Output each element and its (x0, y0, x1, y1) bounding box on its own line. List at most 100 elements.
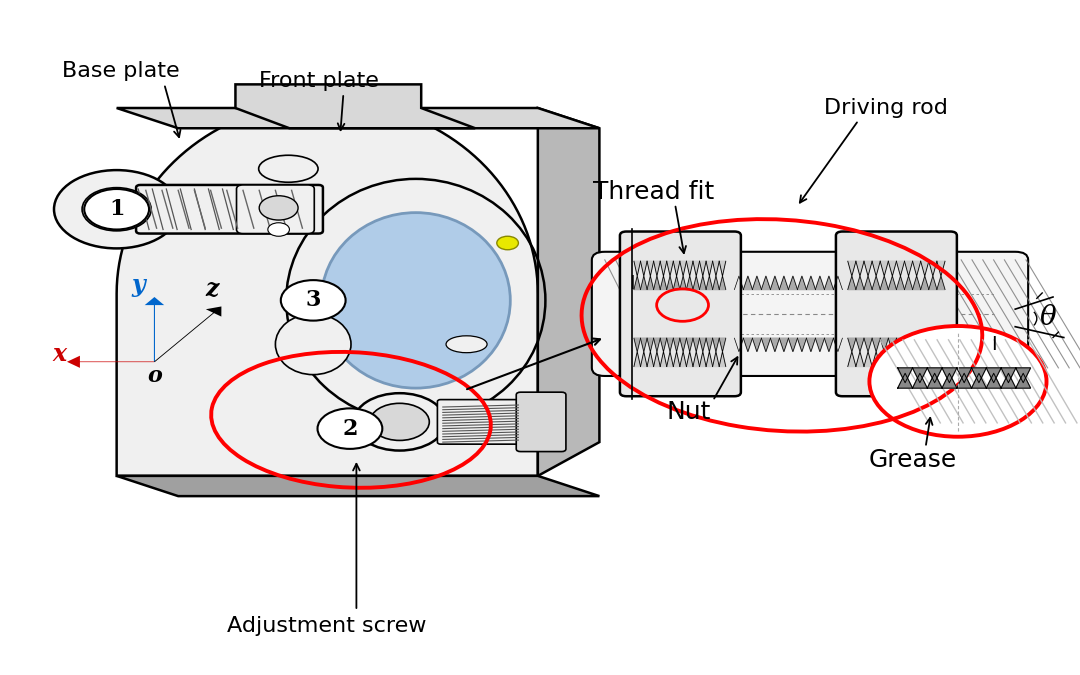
Polygon shape (647, 338, 653, 352)
Polygon shape (913, 368, 928, 383)
Text: 1: 1 (109, 198, 124, 220)
Polygon shape (873, 338, 880, 352)
Polygon shape (942, 368, 957, 383)
Text: I: I (629, 274, 635, 293)
Polygon shape (888, 338, 896, 352)
Polygon shape (880, 352, 888, 367)
Polygon shape (680, 352, 687, 367)
Text: Grease: Grease (868, 448, 957, 472)
Polygon shape (719, 261, 726, 276)
Polygon shape (673, 276, 680, 290)
Polygon shape (660, 276, 666, 290)
Polygon shape (693, 276, 700, 290)
FancyArrow shape (67, 356, 154, 368)
Polygon shape (1016, 368, 1030, 383)
Polygon shape (937, 338, 945, 352)
Text: 2: 2 (342, 418, 357, 439)
Polygon shape (834, 276, 842, 290)
Polygon shape (848, 352, 855, 367)
Polygon shape (905, 261, 913, 276)
Polygon shape (693, 352, 700, 367)
Polygon shape (1001, 373, 1016, 388)
Polygon shape (660, 261, 666, 276)
Polygon shape (905, 338, 913, 352)
Polygon shape (986, 368, 1001, 383)
FancyBboxPatch shape (620, 232, 741, 396)
Polygon shape (855, 261, 864, 276)
Polygon shape (706, 352, 713, 367)
Text: Driving rod: Driving rod (824, 98, 947, 118)
Polygon shape (929, 261, 937, 276)
Text: 3: 3 (306, 290, 321, 311)
Polygon shape (888, 276, 896, 290)
Polygon shape (780, 338, 788, 352)
Polygon shape (972, 368, 986, 383)
Polygon shape (788, 276, 797, 290)
Polygon shape (706, 338, 713, 352)
Polygon shape (780, 276, 788, 290)
Polygon shape (913, 373, 928, 388)
Polygon shape (855, 276, 864, 290)
Circle shape (54, 170, 179, 248)
Polygon shape (834, 338, 842, 352)
FancyBboxPatch shape (592, 252, 1028, 376)
Polygon shape (873, 276, 880, 290)
Polygon shape (957, 368, 972, 383)
Polygon shape (896, 338, 905, 352)
Polygon shape (719, 338, 726, 352)
Polygon shape (706, 276, 713, 290)
Polygon shape (680, 276, 687, 290)
Polygon shape (653, 261, 660, 276)
Polygon shape (647, 261, 653, 276)
Polygon shape (117, 476, 599, 496)
Polygon shape (797, 276, 807, 290)
Polygon shape (743, 338, 753, 352)
Polygon shape (640, 261, 647, 276)
Polygon shape (848, 261, 855, 276)
Polygon shape (942, 373, 957, 388)
Polygon shape (913, 352, 920, 367)
FancyBboxPatch shape (836, 232, 957, 396)
Polygon shape (864, 338, 873, 352)
Polygon shape (937, 276, 945, 290)
Polygon shape (929, 352, 937, 367)
FancyBboxPatch shape (437, 400, 530, 444)
Polygon shape (897, 368, 913, 383)
Polygon shape (905, 276, 913, 290)
Polygon shape (928, 368, 942, 383)
Polygon shape (700, 261, 706, 276)
Polygon shape (634, 276, 640, 290)
Polygon shape (713, 276, 719, 290)
Polygon shape (687, 338, 693, 352)
Polygon shape (880, 276, 888, 290)
Ellipse shape (369, 404, 430, 441)
Polygon shape (713, 352, 719, 367)
Polygon shape (666, 261, 673, 276)
Circle shape (318, 408, 382, 449)
Polygon shape (753, 276, 761, 290)
Polygon shape (235, 84, 475, 128)
Polygon shape (538, 108, 599, 476)
Polygon shape (855, 338, 864, 352)
Polygon shape (864, 261, 873, 276)
Polygon shape (788, 338, 797, 352)
Polygon shape (1016, 373, 1030, 388)
Polygon shape (848, 276, 855, 290)
Polygon shape (653, 276, 660, 290)
Polygon shape (687, 261, 693, 276)
Polygon shape (660, 338, 666, 352)
Polygon shape (666, 352, 673, 367)
Polygon shape (897, 373, 913, 388)
Circle shape (84, 189, 149, 230)
Polygon shape (896, 261, 905, 276)
Polygon shape (634, 352, 640, 367)
Polygon shape (719, 352, 726, 367)
Polygon shape (700, 276, 706, 290)
Text: z: z (205, 277, 218, 301)
FancyBboxPatch shape (237, 185, 314, 234)
Polygon shape (666, 276, 673, 290)
Polygon shape (770, 276, 780, 290)
Polygon shape (734, 338, 743, 352)
Polygon shape (905, 352, 913, 367)
Polygon shape (815, 338, 824, 352)
